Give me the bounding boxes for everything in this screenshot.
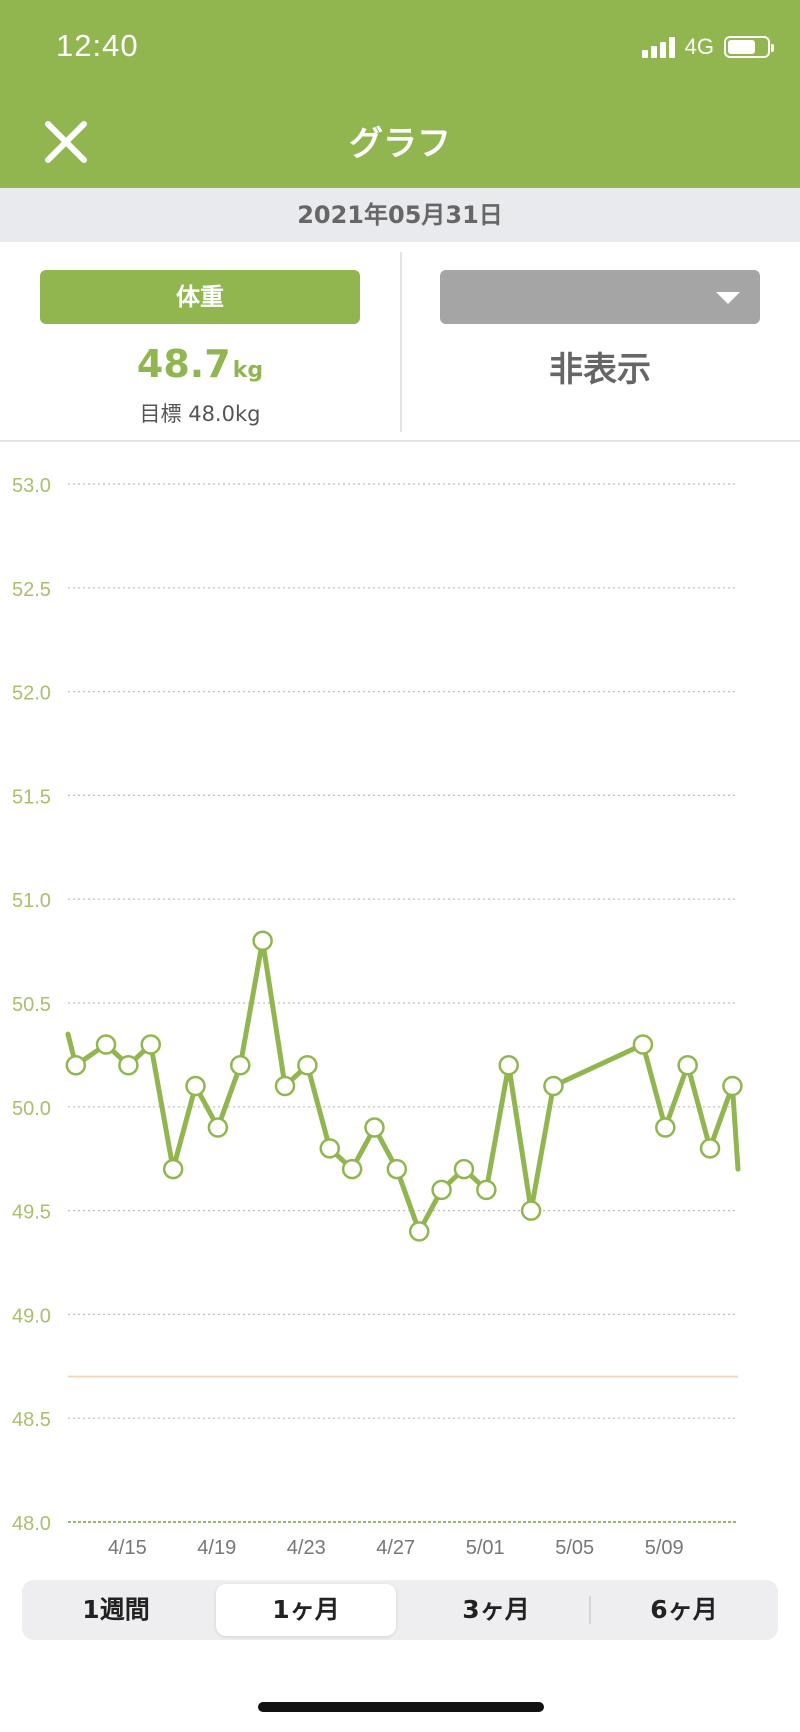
metrics-panel: 体重 48.7kg 目標 48.0kg 非表示: [0, 242, 800, 442]
data-point: [677, 1055, 698, 1076]
y-tick-label: 50.5: [12, 994, 51, 1016]
y-tick-label: 53.0: [12, 475, 51, 497]
current-weight: 48.7kg: [40, 342, 360, 386]
weight-number: 48.7: [136, 342, 231, 386]
y-tick-label: 52.0: [12, 683, 51, 705]
y-tick-label: 52.5: [12, 579, 51, 601]
data-point: [520, 1200, 542, 1221]
range-selector: 1週間 1ヶ月 3ヶ月 6ヶ月: [22, 1580, 778, 1640]
close-icon: [45, 121, 87, 163]
data-point: [364, 1117, 385, 1138]
y-tick-label: 49.5: [12, 1202, 51, 1224]
data-point: [341, 1158, 363, 1180]
signal-icon: [641, 36, 675, 58]
data-point: [65, 1055, 87, 1076]
app-header: 12:40 4G グラフ: [0, 0, 800, 188]
x-tick-label: 4/19: [197, 1537, 236, 1559]
data-point: [185, 1075, 206, 1097]
tab-3-months[interactable]: 3ヶ月: [462, 1595, 530, 1624]
x-tick-label: 4/27: [376, 1537, 415, 1559]
data-point: [118, 1055, 139, 1076]
data-point: [95, 1034, 117, 1055]
data-point: [230, 1055, 251, 1076]
date-label: 2021年05月31日: [0, 188, 800, 242]
network-type: 4G: [684, 34, 714, 59]
data-point: [207, 1117, 229, 1138]
data-point: [722, 1075, 743, 1097]
data-point: [543, 1075, 564, 1097]
tab-1-week[interactable]: 1週間: [82, 1595, 150, 1624]
close-button[interactable]: [40, 116, 92, 168]
y-tick-label: 49.0: [12, 1305, 51, 1327]
series-line: [65, 938, 741, 1234]
y-tick-label: 50.0: [12, 1098, 51, 1120]
data-point: [655, 1117, 676, 1138]
data-point: [140, 1034, 162, 1055]
y-tick-label: 48.0: [12, 1513, 51, 1535]
data-point: [498, 1055, 519, 1076]
status-time: 12:40: [56, 28, 139, 63]
x-tick-label: 4/23: [287, 1537, 326, 1559]
data-point: [274, 1075, 296, 1097]
goal-weight: 目標 48.0kg: [139, 402, 261, 426]
tab-separator: [589, 1596, 591, 1624]
home-indicator: [258, 1702, 544, 1712]
y-tick-label: 51.5: [12, 786, 51, 808]
x-tick-label: 5/05: [555, 1537, 594, 1559]
data-point: [476, 1179, 497, 1201]
data-point: [453, 1158, 475, 1180]
divider: [400, 252, 402, 432]
data-point: [431, 1179, 452, 1201]
data-point: [252, 930, 273, 951]
data-point: [162, 1158, 184, 1180]
x-tick-label: 5/09: [645, 1537, 684, 1559]
x-tick-label: 5/01: [466, 1537, 505, 1559]
secondary-metric-dropdown[interactable]: [440, 270, 760, 324]
data-point: [699, 1138, 721, 1159]
metric-weight-button[interactable]: 体重: [40, 270, 360, 324]
x-tick-label: 4/15: [108, 1537, 147, 1559]
tab-1-month[interactable]: 1ヶ月: [216, 1584, 396, 1636]
y-tick-label: 48.5: [12, 1409, 51, 1431]
status-indicators: 4G: [641, 34, 774, 60]
tab-6-months[interactable]: 6ヶ月: [650, 1595, 718, 1624]
data-point: [408, 1221, 430, 1242]
page-title: グラフ: [349, 124, 451, 164]
data-point: [386, 1158, 408, 1180]
y-tick-label: 51.0: [12, 890, 51, 912]
data-point: [632, 1034, 654, 1055]
battery-icon: [724, 36, 774, 58]
weight-unit: kg: [232, 358, 264, 383]
secondary-metric-value: 非表示: [549, 350, 651, 390]
weight-line-chart: 53.0 52.5 52.0 51.5 51.0 50.5 50.0 49.5 49.0 48.5…: [12, 475, 743, 1559]
data-point: [297, 1055, 318, 1076]
chevron-down-icon: [716, 292, 740, 304]
data-point: [319, 1138, 340, 1159]
